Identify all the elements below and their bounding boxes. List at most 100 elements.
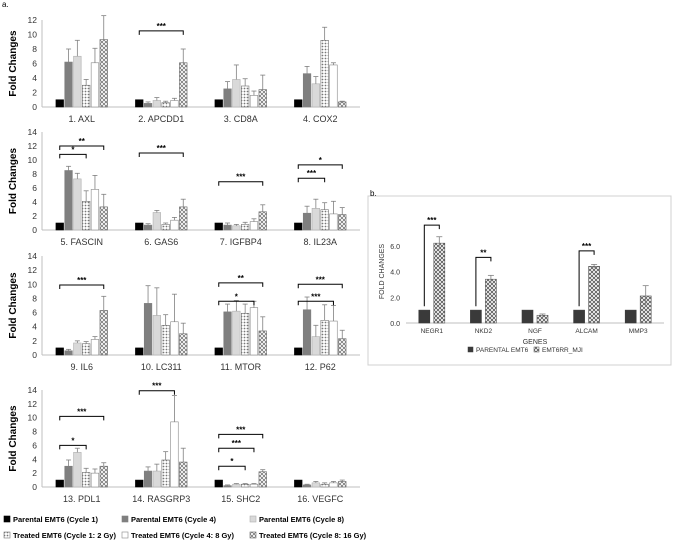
bar bbox=[135, 479, 144, 488]
bar bbox=[161, 324, 170, 356]
group-label: 14. RASGRP3 bbox=[132, 494, 190, 504]
bar bbox=[302, 212, 312, 231]
panel-b-chart: 0.0 2.0 4.0 6.0 FOLD CHANGES NEGR1 NKD2 NGF ALCA… bbox=[379, 216, 664, 354]
significance-bracket bbox=[218, 447, 255, 453]
legend-label: EMT6RR_MJI bbox=[542, 347, 583, 354]
bar bbox=[73, 55, 82, 108]
y-tick-label: 10 bbox=[28, 279, 38, 289]
significance-bracket bbox=[218, 300, 255, 306]
bar bbox=[311, 482, 320, 488]
bar bbox=[170, 321, 179, 356]
significance-label: *** bbox=[232, 439, 242, 448]
category-label: NEGR1 bbox=[421, 328, 444, 335]
y-tick-label: 10 bbox=[28, 30, 38, 40]
x-axis-title: GENES bbox=[523, 339, 548, 346]
bar bbox=[152, 470, 161, 488]
bar bbox=[624, 309, 637, 324]
bar bbox=[329, 64, 338, 108]
bar bbox=[338, 481, 347, 488]
bar bbox=[82, 472, 91, 488]
y-tick-label: 12 bbox=[28, 265, 38, 275]
y-tick-label: 0 bbox=[32, 350, 37, 360]
panel-a-label: a. bbox=[2, 0, 9, 9]
significance-label: * bbox=[230, 457, 234, 466]
bar bbox=[64, 61, 73, 108]
bar bbox=[249, 483, 259, 488]
significance-bracket bbox=[297, 177, 326, 183]
bar bbox=[82, 84, 91, 108]
significance-label: * bbox=[71, 145, 75, 154]
group-label: 4. COX2 bbox=[303, 114, 338, 124]
significance-label: ** bbox=[238, 274, 245, 283]
significance-bracket bbox=[297, 300, 334, 306]
bar bbox=[214, 479, 223, 488]
bar bbox=[223, 224, 232, 231]
significance-label: *** bbox=[427, 216, 437, 225]
bar bbox=[152, 212, 161, 231]
group-label: 8. IL23A bbox=[303, 237, 337, 247]
legend-swatch bbox=[3, 515, 11, 523]
bar bbox=[311, 83, 320, 108]
panel-b-label: b. bbox=[370, 189, 377, 198]
bar bbox=[521, 309, 534, 324]
significance-label: ** bbox=[480, 248, 487, 257]
category-label: NGF bbox=[528, 328, 542, 335]
group-label: 15. SHC2 bbox=[221, 494, 260, 504]
bar bbox=[55, 222, 64, 231]
bar bbox=[152, 315, 161, 356]
bar bbox=[179, 333, 188, 356]
bar bbox=[179, 206, 188, 231]
bar bbox=[294, 479, 303, 488]
y-tick-label: 2 bbox=[32, 88, 37, 98]
significance-label: * bbox=[319, 156, 323, 165]
bar bbox=[338, 338, 347, 356]
y-tick-label: 2 bbox=[32, 336, 37, 346]
bar bbox=[418, 309, 431, 324]
significance-bracket bbox=[59, 145, 105, 150]
group-label: 10. LC311 bbox=[141, 362, 182, 372]
y-tick-label: 6 bbox=[32, 308, 37, 318]
significance-bracket bbox=[297, 283, 343, 289]
significance-label: *** bbox=[582, 242, 592, 251]
bar bbox=[470, 309, 482, 324]
y-tick-label: 10 bbox=[28, 413, 38, 423]
bar bbox=[223, 88, 232, 108]
bar bbox=[241, 224, 250, 231]
bar bbox=[433, 242, 446, 324]
bar bbox=[99, 310, 108, 356]
significance-label: *** bbox=[236, 425, 246, 434]
bar bbox=[99, 39, 108, 108]
group-label: 16. VEGFC bbox=[297, 494, 344, 504]
y-tick-label: 8 bbox=[32, 427, 37, 437]
legend-swatch bbox=[3, 531, 11, 539]
bar bbox=[311, 336, 320, 356]
significance-label: *** bbox=[77, 276, 87, 285]
significance-bracket bbox=[59, 415, 105, 421]
bar bbox=[214, 222, 223, 231]
legend-label: Treated EMT6 (Cycle 4: 8 Gy) bbox=[131, 531, 234, 540]
bar bbox=[55, 99, 64, 108]
significance-label: *** bbox=[307, 169, 317, 178]
y-tick-label: 6 bbox=[32, 59, 37, 69]
significance-bracket bbox=[297, 164, 343, 169]
bar bbox=[99, 465, 108, 488]
significance-label: *** bbox=[316, 275, 326, 284]
significance-bracket bbox=[218, 181, 264, 186]
bar bbox=[64, 465, 73, 488]
bar bbox=[258, 471, 267, 488]
significance-label: *** bbox=[311, 292, 321, 301]
bar bbox=[82, 343, 91, 356]
legend-swatch bbox=[467, 346, 474, 353]
legend-swatch bbox=[121, 515, 129, 523]
group-label: 6. GAS6 bbox=[144, 237, 178, 247]
panel-a-legend: Parental EMT6 (Cycle 1) Parental EMT6 (Cy… bbox=[3, 515, 367, 540]
bar bbox=[258, 330, 267, 356]
bar bbox=[329, 213, 338, 231]
bar bbox=[241, 483, 250, 488]
bar bbox=[329, 482, 338, 488]
bar bbox=[143, 470, 153, 488]
significance-bracket bbox=[138, 30, 184, 35]
legend-swatch bbox=[533, 346, 540, 353]
y-tick-label: 0.0 bbox=[390, 321, 400, 328]
bar bbox=[214, 99, 223, 108]
